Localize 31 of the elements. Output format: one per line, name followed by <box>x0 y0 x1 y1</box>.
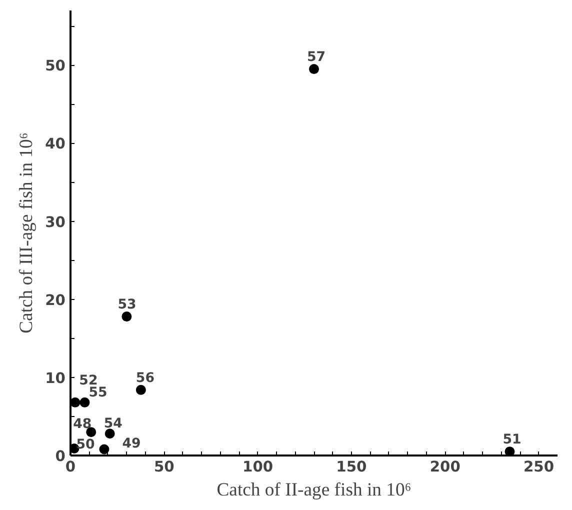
y-tick-label: 0 <box>55 448 66 465</box>
y-axis-title: Catch of III-age fish in 10⁶ <box>16 132 38 334</box>
point <box>104 428 115 439</box>
x-tick-label: 50 <box>154 458 174 476</box>
y-tick-label: 30 <box>45 214 66 231</box>
point <box>86 427 96 438</box>
point <box>122 312 132 322</box>
x-tick-label: 150 <box>336 458 367 476</box>
annotation: 56 <box>136 370 154 386</box>
point <box>70 397 80 408</box>
y-tick-label: 10 <box>45 370 66 387</box>
annotation: 48 <box>73 417 92 432</box>
y-tick-label: 20 <box>45 292 66 309</box>
y-tick-label: 40 <box>45 136 66 153</box>
annotation: 55 <box>88 385 108 400</box>
annotation: 49 <box>122 436 141 452</box>
x-tick-label: 100 <box>242 458 274 476</box>
point <box>80 397 90 408</box>
point <box>504 446 515 456</box>
x-tick-label: 200 <box>430 458 460 476</box>
annotation: 54 <box>104 416 122 432</box>
annotation: 51 <box>502 432 522 448</box>
x-tick-label: 250 <box>523 458 554 476</box>
x-axis-title: Catch of II-age fish in 10⁶ <box>216 480 412 500</box>
point <box>99 444 110 454</box>
annotation: 53 <box>118 298 136 313</box>
point <box>309 64 319 74</box>
annotation: 50 <box>76 437 95 452</box>
y-tick-label: 50 <box>45 58 66 75</box>
point <box>136 384 146 395</box>
annotation: 57 <box>307 50 326 66</box>
